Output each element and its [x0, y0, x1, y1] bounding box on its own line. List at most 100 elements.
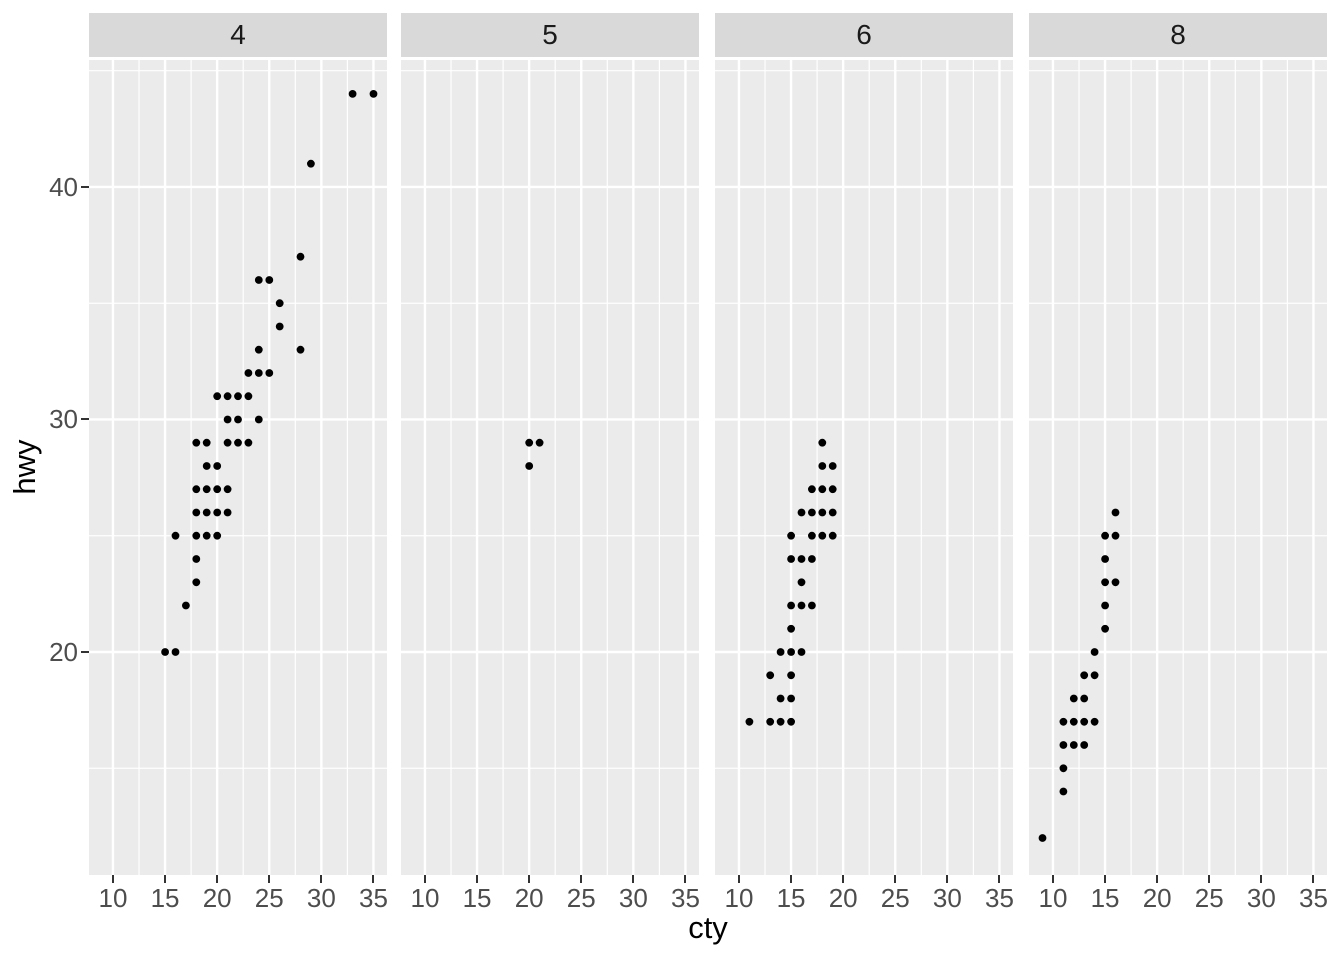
data-point [808, 508, 816, 517]
data-point [1038, 834, 1047, 842]
y-tick-mark [81, 185, 89, 188]
data-point [275, 299, 284, 308]
data-point [192, 578, 201, 587]
data-point [797, 601, 806, 610]
data-point [535, 438, 544, 447]
data-point [797, 555, 806, 563]
data-point [254, 276, 263, 284]
data-point [1059, 787, 1068, 796]
x-tick-label: 35 [358, 883, 388, 913]
data-point [202, 462, 211, 470]
data-point [213, 531, 222, 540]
x-tick-label: 30 [1246, 883, 1276, 913]
data-point [828, 508, 837, 517]
data-point [818, 438, 827, 447]
x-tick-label: 25 [880, 883, 910, 913]
panel-background [1029, 60, 1327, 875]
data-point [307, 159, 315, 168]
data-point [1090, 648, 1099, 656]
x-tick-mark [1156, 875, 1159, 883]
x-tick-mark [1312, 875, 1315, 883]
data-point [202, 531, 211, 540]
x-tick-mark [1260, 875, 1263, 883]
data-point [1111, 508, 1120, 517]
x-tick-label: 10 [724, 883, 754, 913]
x-tick-label: 15 [150, 883, 180, 913]
data-point [223, 508, 232, 517]
x-tick-label: 25 [254, 883, 284, 913]
data-point [1101, 578, 1109, 587]
data-point [1101, 531, 1109, 540]
data-point [525, 438, 534, 447]
data-point [234, 415, 242, 424]
data-point [213, 392, 222, 401]
data-point [1101, 555, 1109, 563]
x-tick-mark [737, 875, 740, 883]
data-point [776, 648, 785, 656]
data-point [182, 601, 190, 610]
x-tick-mark [111, 875, 114, 883]
data-point [1101, 601, 1109, 610]
x-tick-mark [946, 875, 949, 883]
x-tick-label: 25 [1194, 883, 1224, 913]
x-tick-mark [1051, 875, 1054, 883]
data-point [745, 717, 754, 726]
x-tick-label: 20 [202, 883, 232, 913]
x-tick-label: 30 [932, 883, 962, 913]
panel-background [401, 60, 699, 875]
facet-strip-label: 6 [856, 19, 872, 50]
y-tick-mark [81, 418, 89, 421]
data-point [223, 415, 232, 424]
data-point [808, 555, 816, 563]
x-tick-label: 10 [1038, 883, 1068, 913]
data-point [192, 438, 201, 447]
y-axis-title: hwy [7, 439, 42, 495]
data-point [787, 694, 795, 703]
x-tick-mark [216, 875, 219, 883]
data-point [1069, 717, 1078, 726]
data-point [192, 555, 201, 563]
data-point [234, 392, 242, 401]
data-point [1069, 741, 1078, 749]
data-point [234, 438, 242, 447]
x-tick-label: 15 [1090, 883, 1120, 913]
x-tick-label: 10 [410, 883, 440, 913]
data-point [787, 555, 795, 563]
x-tick-mark [372, 875, 375, 883]
x-tick-label: 30 [618, 883, 648, 913]
facet-strip-8: 8 [1029, 13, 1327, 57]
data-point [818, 462, 827, 470]
facet-strip-4: 4 [89, 13, 387, 57]
data-point [808, 531, 816, 540]
facet-strip-label: 8 [1170, 19, 1186, 50]
data-point [1069, 694, 1078, 703]
data-point [254, 345, 263, 354]
data-point [223, 438, 232, 447]
y-tick-mark [81, 651, 89, 653]
data-point [202, 485, 211, 494]
data-point [254, 369, 263, 377]
x-tick-mark [1208, 875, 1211, 883]
data-point [161, 648, 169, 656]
data-point [369, 90, 378, 98]
data-point [525, 462, 534, 470]
data-point [1101, 624, 1109, 633]
data-point [787, 671, 795, 680]
x-tick-mark [476, 875, 479, 883]
facet-panel-4 [89, 60, 387, 875]
data-point [1080, 694, 1089, 703]
x-tick-mark [632, 875, 635, 883]
data-point [265, 369, 274, 377]
data-point [1111, 578, 1120, 587]
data-point [1090, 671, 1099, 680]
x-tick-mark [528, 875, 531, 883]
x-tick-label: 10 [98, 883, 128, 913]
x-tick-label: 20 [514, 883, 544, 913]
x-tick-mark [790, 875, 793, 883]
x-tick-mark [164, 875, 167, 883]
data-point [244, 438, 253, 447]
x-tick-label: 25 [566, 883, 596, 913]
data-point [223, 392, 232, 401]
panel-background [715, 60, 1013, 875]
y-tick-label: 30 [49, 404, 78, 435]
